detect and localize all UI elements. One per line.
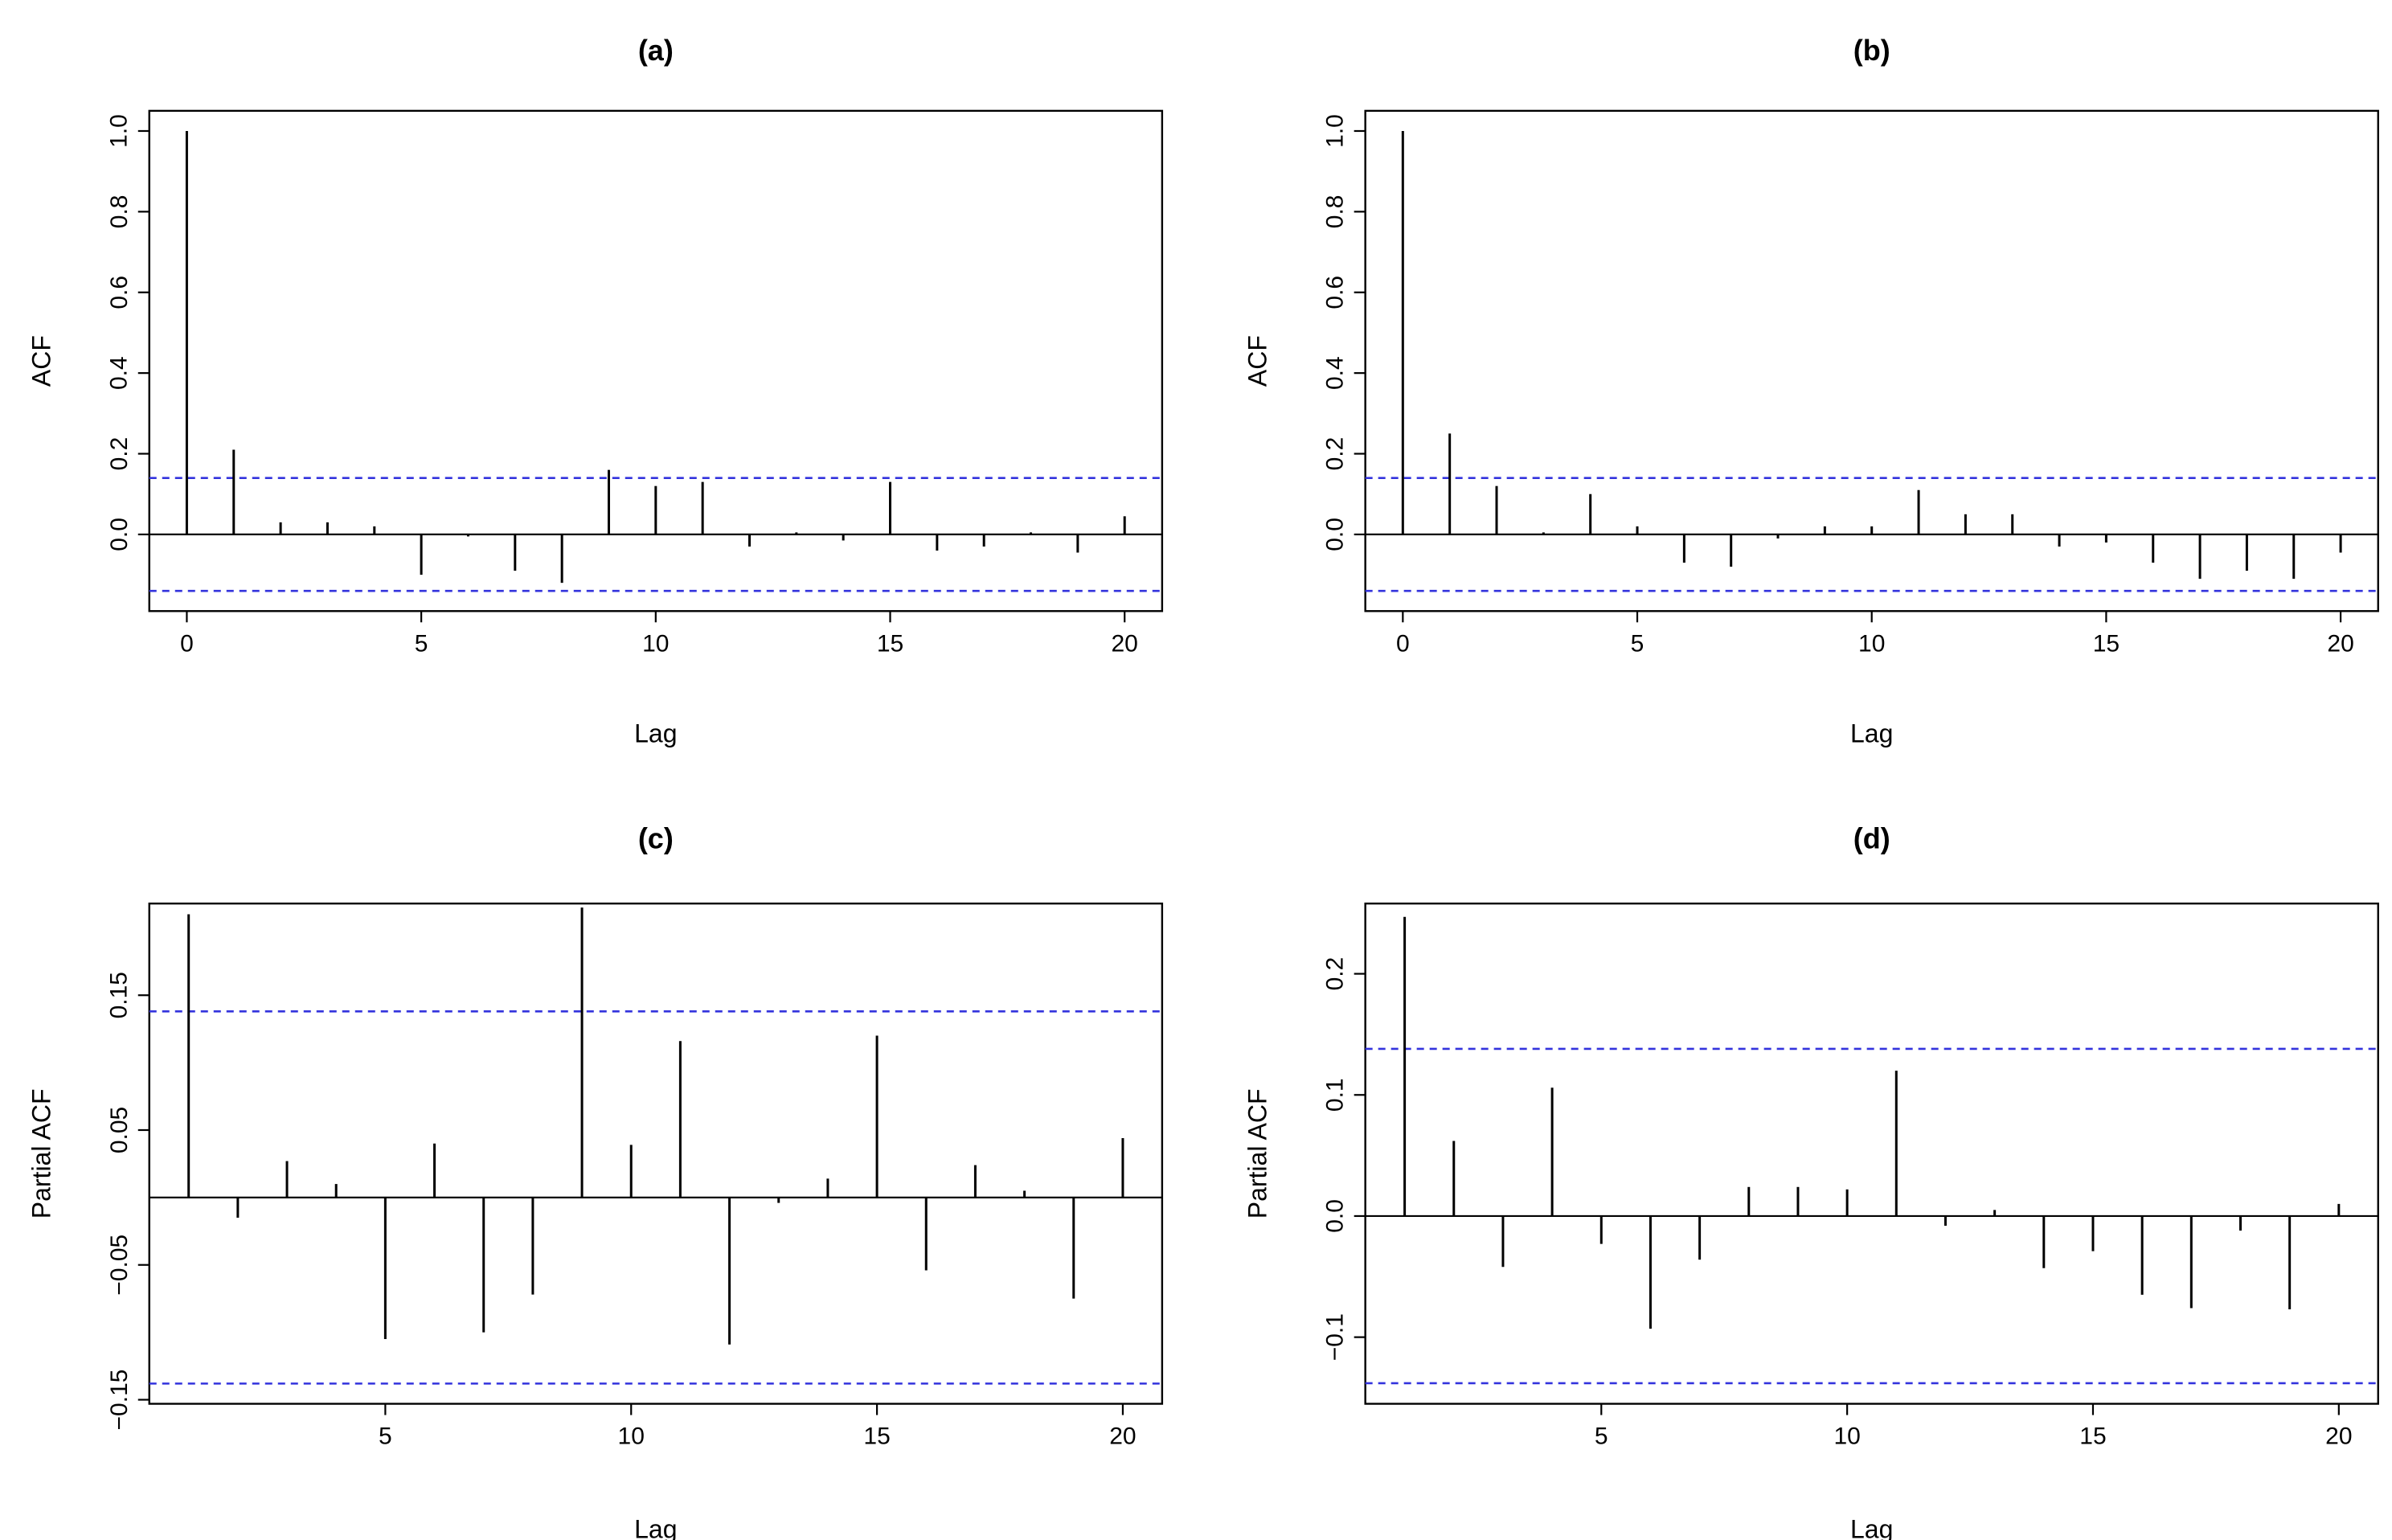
- y-tick-label: 0.4: [1322, 356, 1349, 390]
- y-axis-label: Partial ACF: [1243, 1088, 1272, 1218]
- y-tick-label: −0.1: [1322, 1313, 1349, 1361]
- y-tick-label: −0.05: [106, 1235, 133, 1296]
- plot-frame: [1364, 109, 2379, 612]
- y-axis-label: Partial ACF: [27, 1088, 56, 1218]
- x-axis-label: Lag: [1850, 719, 1893, 748]
- x-tick-label: 0: [180, 630, 194, 657]
- x-tick-label: 10: [1858, 630, 1885, 657]
- x-tick-label: 10: [618, 1423, 645, 1450]
- plot-frame: [148, 109, 1164, 612]
- y-tick-label: 0.1: [1322, 1078, 1349, 1112]
- x-tick-label: 5: [1631, 630, 1644, 657]
- x-tick-label: 15: [2093, 630, 2120, 657]
- x-axis-label: Lag: [634, 719, 677, 748]
- x-tick-label: 0: [1396, 630, 1410, 657]
- x-tick-label: 15: [877, 630, 903, 657]
- y-tick-label: 1.0: [1322, 114, 1349, 148]
- panel-title: (b): [1853, 34, 1890, 67]
- x-tick-label: 20: [2327, 630, 2353, 657]
- x-axis-label: Lag: [1850, 1515, 1893, 1540]
- y-tick-label: 0.2: [1322, 437, 1349, 471]
- y-tick-label: 0.4: [106, 356, 133, 390]
- y-axis-label: ACF: [1243, 335, 1272, 387]
- panel-d-pacf: (d) 5 10 15 20 −0.1 0.0 0.1 0.2 Lag Partial ACF: [1243, 822, 2379, 1540]
- y-axis-label: ACF: [27, 335, 56, 387]
- panel-c-pacf: (c) 5 10 15 20 −0.15 −0.05 0.05 0.15 Lag Partial A…: [27, 822, 1164, 1540]
- x-tick-label: 5: [1595, 1423, 1608, 1450]
- x-tick-label: 20: [2325, 1423, 2352, 1450]
- x-tick-label: 15: [2079, 1423, 2106, 1450]
- y-tick-label: 0.0: [106, 518, 133, 551]
- x-tick-label: 10: [642, 630, 669, 657]
- y-tick-label: 0.05: [106, 1107, 133, 1153]
- y-tick-label: −0.15: [106, 1370, 133, 1431]
- y-tick-label: 0.2: [106, 437, 133, 471]
- x-axis-label: Lag: [634, 1515, 677, 1540]
- x-tick-label: 20: [1112, 630, 1138, 657]
- y-tick-label: 0.2: [1322, 957, 1349, 991]
- panel-title: (d): [1853, 822, 1890, 855]
- panel-title: (c): [638, 822, 674, 855]
- x-tick-label: 15: [863, 1423, 890, 1450]
- x-tick-label: 5: [415, 630, 428, 657]
- panel-a-acf: (a) 0 5 10 15 20 0.0 0.2 0.4 0.6 0.8 1.0 Lag ACF: [27, 34, 1164, 748]
- x-tick-label: 10: [1833, 1423, 1860, 1450]
- plot-frame: [148, 902, 1164, 1405]
- x-tick-label: 20: [1109, 1423, 1136, 1450]
- plot-frame: [1364, 902, 2379, 1405]
- y-tick-label: 0.8: [1322, 195, 1349, 229]
- panel-title: (a): [638, 34, 674, 67]
- y-tick-label: 1.0: [106, 114, 133, 148]
- y-tick-label: 0.15: [106, 972, 133, 1018]
- y-tick-label: 0.6: [106, 276, 133, 309]
- y-tick-label: 0.0: [1322, 518, 1349, 551]
- y-tick-label: 0.0: [1322, 1199, 1349, 1233]
- y-tick-label: 0.6: [1322, 276, 1349, 309]
- panel-b-acf: (b) 0 5 10 15 20 0.0 0.2 0.4 0.6 0.8 1.0 Lag ACF: [1243, 34, 2379, 748]
- x-tick-label: 5: [379, 1423, 392, 1450]
- y-tick-label: 0.8: [106, 195, 133, 229]
